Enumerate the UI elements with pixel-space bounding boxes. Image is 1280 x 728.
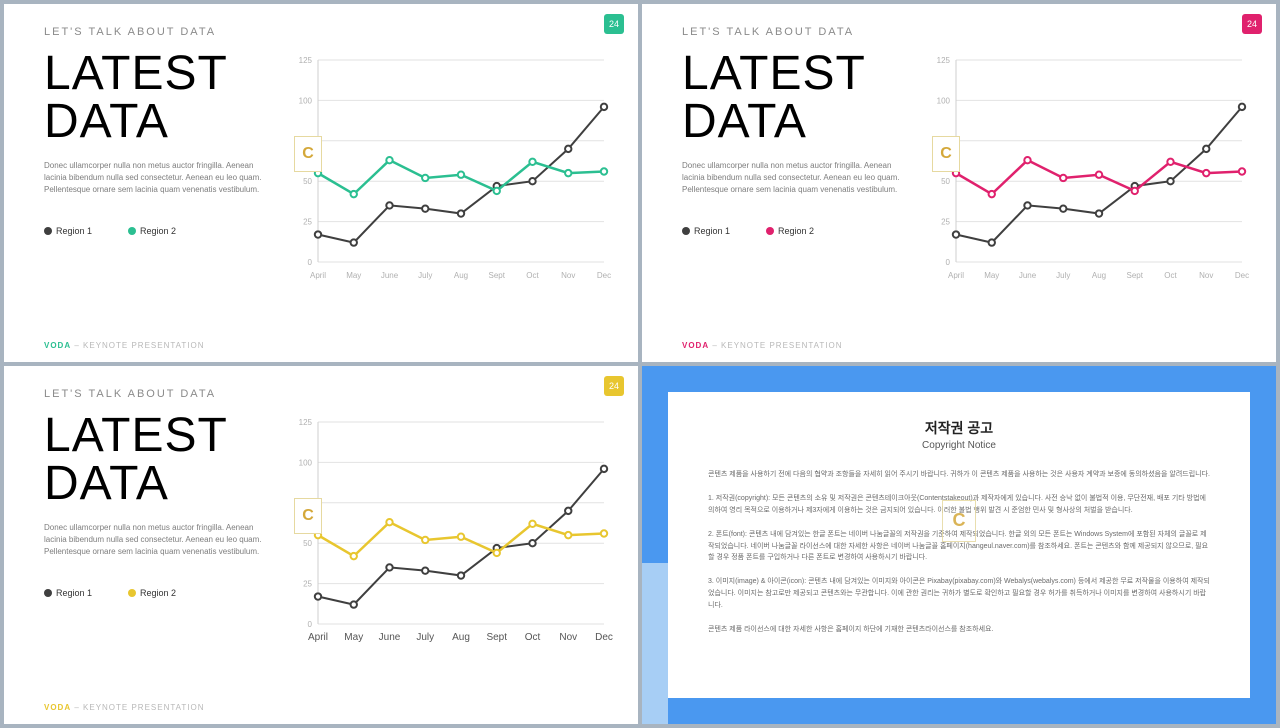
eyebrow: LET'S TALK ABOUT DATA: [682, 26, 1246, 38]
slide-yellow: 24 LET'S TALK ABOUT DATA LATESTDATA Done…: [4, 366, 638, 724]
svg-text:June: June: [1019, 271, 1037, 280]
svg-text:Nov: Nov: [559, 632, 577, 643]
svg-text:Nov: Nov: [1199, 271, 1213, 280]
legend-region1: Region 1: [44, 588, 92, 598]
svg-text:Aug: Aug: [452, 632, 470, 643]
svg-text:May: May: [984, 271, 999, 280]
svg-text:April: April: [310, 271, 326, 280]
svg-text:June: June: [381, 271, 399, 280]
svg-text:Dec: Dec: [595, 632, 613, 643]
svg-text:50: 50: [303, 177, 312, 186]
svg-text:Sept: Sept: [489, 271, 506, 280]
line-chart: C 0255075100125AprilMayJuneJulyAugSeptOc…: [928, 54, 1248, 284]
watermark-icon: C: [294, 136, 322, 172]
legend-region1: Region 1: [44, 226, 92, 236]
slide-body: Donec ullamcorper nulla non metus auctor…: [682, 160, 902, 196]
legend-region2: Region 2: [766, 226, 814, 236]
notice-body: 콘텐츠 제품을 사용하기 전에 다음의 협약과 조항들을 자세히 읽어 주시기 …: [708, 469, 1210, 636]
svg-text:100: 100: [937, 96, 951, 105]
slide-body: Donec ullamcorper nulla non metus auctor…: [44, 160, 264, 196]
line-chart: C 0255075100125AprilMayJuneJulyAugSeptOc…: [290, 54, 610, 284]
svg-text:Dec: Dec: [1235, 271, 1249, 280]
watermark-icon: C: [932, 136, 960, 172]
svg-text:July: July: [416, 632, 434, 643]
svg-text:Oct: Oct: [1164, 271, 1177, 280]
svg-text:Sept: Sept: [1127, 271, 1144, 280]
svg-text:Nov: Nov: [561, 271, 575, 280]
svg-text:25: 25: [941, 218, 950, 227]
svg-text:50: 50: [303, 539, 312, 548]
svg-text:July: July: [418, 271, 432, 280]
notice-para: 콘텐츠 제품을 사용하기 전에 다음의 협약과 조항들을 자세히 읽어 주시기 …: [708, 469, 1210, 481]
notice-subtitle: Copyright Notice: [708, 440, 1210, 451]
legend-region1: Region 1: [682, 226, 730, 236]
watermark-icon: C: [942, 500, 976, 542]
notice-para: 3. 이미지(image) & 아이콘(icon): 콘텐츠 내에 담겨있는 이…: [708, 576, 1210, 612]
accent-strip: [642, 563, 668, 724]
page-badge: 24: [604, 376, 624, 396]
svg-text:0: 0: [308, 620, 313, 629]
svg-text:125: 125: [937, 56, 951, 65]
notice-title: 저작권 공고: [708, 418, 1210, 438]
svg-text:Oct: Oct: [526, 271, 539, 280]
svg-text:April: April: [308, 632, 328, 643]
line-chart: C 0255075100125AprilMayJuneJulyAugSeptOc…: [290, 416, 610, 646]
legend-region2: Region 2: [128, 588, 176, 598]
page-badge: 24: [604, 14, 624, 34]
svg-text:50: 50: [941, 177, 950, 186]
notice-para: 콘텐츠 제품 라이선스에 대한 자세한 사항은 홈페이지 하단에 기재한 콘텐츠…: [708, 624, 1210, 636]
svg-text:0: 0: [308, 258, 313, 267]
svg-text:April: April: [948, 271, 964, 280]
slide-pink: 24 LET'S TALK ABOUT DATA LATESTDATA Done…: [642, 4, 1276, 362]
svg-text:Sept: Sept: [486, 632, 507, 643]
footer: VODA – KEYNOTE PRESENTATION: [682, 341, 843, 350]
slide-copyright: 저작권 공고 Copyright Notice C 콘텐츠 제품을 사용하기 전…: [642, 366, 1276, 724]
svg-text:June: June: [379, 632, 401, 643]
legend-region2: Region 2: [128, 226, 176, 236]
slide-teal: 24 LET'S TALK ABOUT DATA LATESTDATA Done…: [4, 4, 638, 362]
page-badge: 24: [1242, 14, 1262, 34]
watermark-icon: C: [294, 498, 322, 534]
svg-text:125: 125: [299, 418, 313, 427]
svg-text:100: 100: [299, 458, 313, 467]
svg-text:Aug: Aug: [454, 271, 468, 280]
eyebrow: LET'S TALK ABOUT DATA: [44, 388, 608, 400]
svg-text:May: May: [344, 632, 363, 643]
svg-text:Oct: Oct: [525, 632, 541, 643]
svg-text:125: 125: [299, 56, 313, 65]
footer: VODA – KEYNOTE PRESENTATION: [44, 341, 205, 350]
slide-body: Donec ullamcorper nulla non metus auctor…: [44, 522, 264, 558]
footer: VODA – KEYNOTE PRESENTATION: [44, 703, 205, 712]
svg-text:0: 0: [946, 258, 951, 267]
svg-text:May: May: [346, 271, 361, 280]
svg-text:100: 100: [299, 96, 313, 105]
svg-text:Aug: Aug: [1092, 271, 1106, 280]
svg-text:25: 25: [303, 218, 312, 227]
svg-text:July: July: [1056, 271, 1070, 280]
notice-card: 저작권 공고 Copyright Notice C 콘텐츠 제품을 사용하기 전…: [668, 392, 1250, 698]
eyebrow: LET'S TALK ABOUT DATA: [44, 26, 608, 38]
svg-text:25: 25: [303, 580, 312, 589]
svg-text:Dec: Dec: [597, 271, 611, 280]
